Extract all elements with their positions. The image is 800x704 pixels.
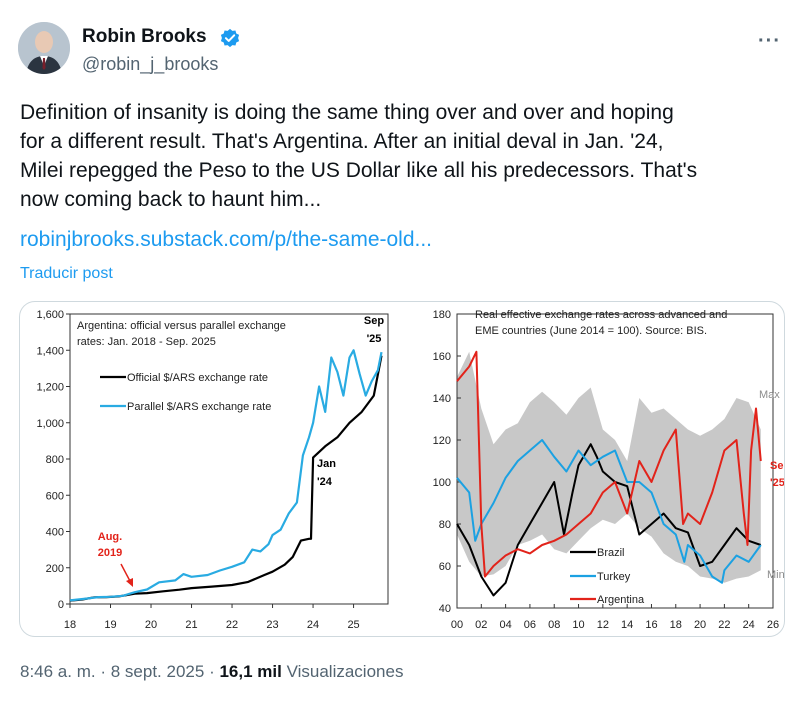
x-tick-label: 20 [145,619,157,631]
annotation-arrowhead [126,578,133,587]
y-tick-label: 100 [433,477,451,489]
annotation-aug2019: Aug. [98,531,122,543]
x-tick-label: 02 [475,619,487,631]
annotation-sep25: Sep [770,460,784,472]
x-tick-label: 26 [767,619,779,631]
annotation-sep25: '25 [367,333,382,345]
x-tick-label: 20 [694,619,706,631]
separator: · [100,662,107,681]
x-tick-label: 04 [499,619,511,631]
x-tick-label: 16 [645,619,657,631]
author-handle[interactable]: @robin_j_brooks [82,54,219,74]
legend-label-turkey: Turkey [597,571,631,583]
legend-label-argentina: Argentina [597,594,645,606]
y-tick-label: 140 [433,393,451,405]
x-tick-label: 24 [743,619,755,631]
annotation-jan24: Jan [317,458,336,470]
annotation-aug2019: 2019 [98,547,122,559]
x-tick-label: 19 [104,619,116,631]
x-tick-label: 22 [718,619,730,631]
y-tick-label: 400 [46,527,64,539]
y-tick-label: 80 [439,519,451,531]
attached-image[interactable]: 0 200 400 600 800 1,000 1,200 1,400 1,600 18 19 20 2… [19,301,785,637]
chart-title: rates: Jan. 2018 - Sep. 2025 [77,336,216,348]
legend-label-official: Official $/ARS exchange rate [127,372,268,384]
real-effective-exchange-rate-chart: 40 60 80 100 120 140 160 180 00 02 04 06 08 10 12 14 16 1… [433,309,784,631]
plot-frame [456,313,774,609]
tweet-line: for a different result. That's Argentina… [20,130,664,153]
x-tick-label: 12 [597,619,609,631]
annotation-max: Max [759,389,780,401]
x-tick-label: 18 [670,619,682,631]
x-tick-label: 14 [621,619,633,631]
translate-post-link[interactable]: Traducir post [20,265,113,282]
annotation-sep25: Sep [364,315,384,327]
tweet-line: now coming back to haunt him... [20,188,322,211]
x-tick-label: 21 [185,619,197,631]
person-avatar-icon [18,22,70,74]
author-name[interactable]: Robin Brooks [82,26,207,47]
y-tick-label: 160 [433,351,451,363]
tweet-line: Milei repegged the Peso to the US Dollar… [20,159,698,182]
y-tick-label: 800 [46,454,64,466]
series-line-official [69,355,383,602]
y-tick-label: 200 [46,563,64,575]
x-tick-label: 10 [572,619,584,631]
tweet-metadata: 8:46 a. m. · 8 sept. 2025 · 16,1 mil Vis… [20,662,403,682]
annotation-sep25: '25 [770,477,784,489]
x-tick-label: 06 [524,619,536,631]
more-options-icon[interactable]: ··· [758,30,781,52]
tweet-text: Definition of insanity is doing the same… [20,98,780,214]
article-link[interactable]: robinjbrooks.substack.com/p/the-same-old… [20,228,433,251]
y-tick-label: 40 [439,603,451,615]
x-tick-label: 25 [347,619,359,631]
author-avatar[interactable] [18,22,70,74]
y-tick-label: 180 [433,309,451,321]
y-tick-label: 1,600 [36,309,64,321]
chart-title: Argentina: official versus parallel exch… [77,320,286,332]
verified-badge-icon [220,28,240,48]
y-tick-label: 1,400 [36,345,64,357]
y-tick-label: 600 [46,490,64,502]
x-tick-label: 24 [307,619,319,631]
views-label: Visualizaciones [286,662,404,681]
views-count: 16,1 mil [219,662,282,681]
separator: · [209,662,215,681]
plot-frame [69,313,389,605]
annotation-min: Min [767,569,784,581]
post-time[interactable]: 8:46 a. m. [20,662,96,681]
series-line-argentina [456,350,762,578]
argentina-exchange-rate-chart: 0 200 400 600 800 1,000 1,200 1,400 1,600 18 19 20 2… [36,309,389,631]
y-tick-label: 120 [433,435,451,447]
annotation-jan24: '24 [317,476,333,488]
tweet-line: Definition of insanity is doing the same… [20,101,674,124]
x-tick-label: 00 [451,619,463,631]
series-line-turkey [456,439,762,584]
x-tick-label: 08 [548,619,560,631]
x-tick-label: 23 [266,619,278,631]
y-tick-label: 1,000 [36,418,64,430]
legend-label-brazil: Brazil [597,547,625,559]
x-tick-label: 18 [64,619,76,631]
chart-title: EME countries (June 2014 = 100). Source:… [475,325,707,337]
series-line-parallel [69,349,383,602]
max-min-band [457,351,761,583]
y-tick-label: 0 [58,599,64,611]
y-tick-label: 60 [439,561,451,573]
series-line-brazil [456,443,762,597]
y-tick-label: 1,200 [36,382,64,394]
x-tick-label: 22 [226,619,238,631]
post-date[interactable]: 8 sept. 2025 [110,662,205,681]
chart-title: Real effective exchange rates across adv… [475,309,727,321]
legend-label-parallel: Parallel $/ARS exchange rate [127,401,271,413]
